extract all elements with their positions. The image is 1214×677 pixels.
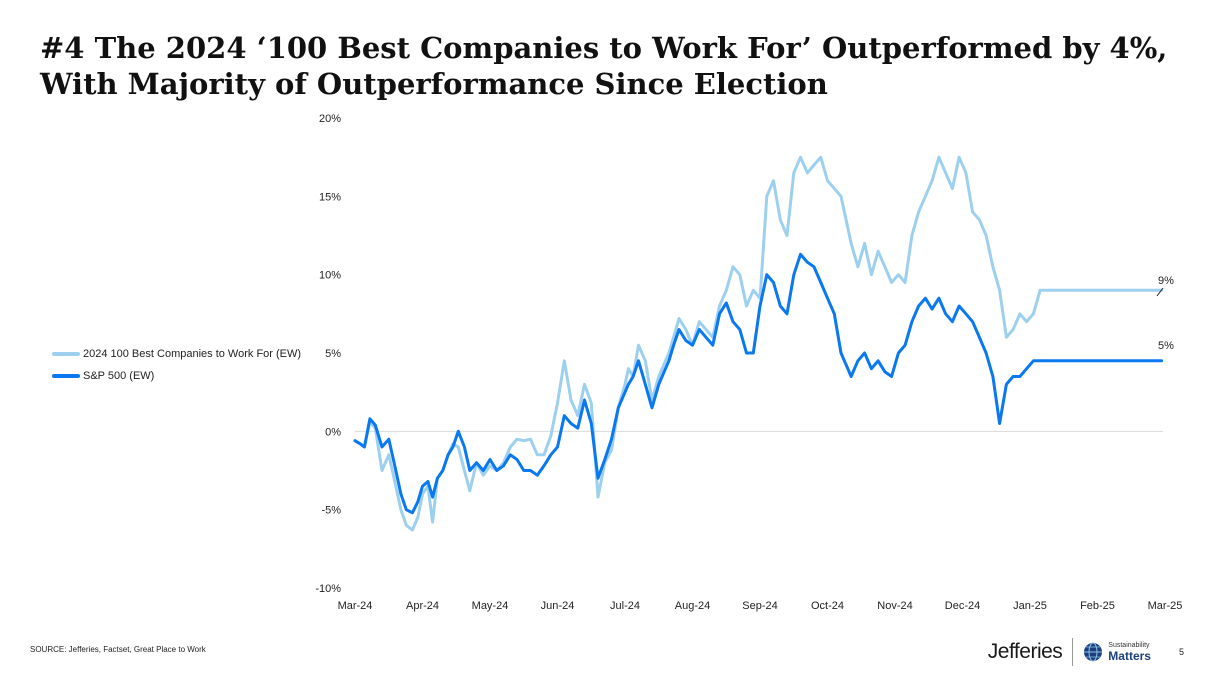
y-tick-label: 10% <box>319 270 341 282</box>
series-line-best-companies <box>353 155 1164 532</box>
x-tick-label: May-24 <box>472 600 509 612</box>
x-tick-label: Apr-24 <box>406 600 439 612</box>
x-tick-label: Mar-25 <box>1148 600 1183 612</box>
chart-legend: 2024 100 Best Companies to Work For (EW)… <box>52 343 301 387</box>
page-number: 5 <box>1178 647 1184 657</box>
globe-icon <box>1084 642 1103 662</box>
x-tick-label: Oct-24 <box>811 600 844 612</box>
legend-item-sp500: S&P 500 (EW) <box>52 365 301 387</box>
legend-swatch <box>52 374 80 378</box>
sustainability-text: Sustainability <box>1108 641 1150 649</box>
y-tick-label: 5% <box>325 348 341 360</box>
end-label-best: 9% <box>1158 275 1174 287</box>
legend-label: S&P 500 (EW) <box>83 370 155 382</box>
jefferies-logo: Jefferies <box>987 640 1063 663</box>
footer-brand: Jefferies Sustainability Matters 5 <box>988 638 1184 666</box>
y-tick-label: 20% <box>319 113 341 125</box>
legend-item-best-companies: 2024 100 Best Companies to Work For (EW) <box>52 343 301 365</box>
x-tick-label: Feb-25 <box>1080 600 1115 612</box>
y-tick-label: -5% <box>321 505 341 517</box>
y-tick-label: 0% <box>325 426 341 438</box>
footer-divider <box>1072 638 1074 666</box>
legend-label: 2024 100 Best Companies to Work For (EW) <box>83 348 302 360</box>
x-tick-label: Nov-24 <box>877 600 912 612</box>
x-tick-label: Jan-25 <box>1013 600 1047 612</box>
y-tick-label: -10% <box>315 583 341 595</box>
matters-text: Matters <box>1108 648 1151 663</box>
x-tick-label: Sep-24 <box>742 600 777 612</box>
series-line-sp500 <box>353 252 1164 515</box>
end-label-leader <box>1156 287 1164 297</box>
x-tick-label: Jun-24 <box>541 600 575 612</box>
y-tick-label: 15% <box>319 191 341 203</box>
x-tick-label: Aug-24 <box>675 600 710 612</box>
x-tick-label: Mar-24 <box>338 600 373 612</box>
x-axis-labels: Mar-24 Apr-24 May-24 Jun-24 Jul-24 Aug-24 Sep-… <box>338 600 1183 612</box>
source-note: SOURCE: Jefferies, Factset, Great Place … <box>30 645 206 654</box>
y-axis-labels: -10% -5% 0% 5% 10% 15% 20% <box>315 113 341 595</box>
x-tick-label: Jul-24 <box>610 600 640 612</box>
page-title: #4 The 2024 ‘100 Best Companies to Work … <box>40 31 1168 101</box>
sustainability-matters-logo: Sustainability Matters <box>1108 642 1151 663</box>
x-tick-label: Dec-24 <box>945 600 980 612</box>
legend-swatch <box>52 352 80 356</box>
end-label-sp500: 5% <box>1158 340 1174 352</box>
